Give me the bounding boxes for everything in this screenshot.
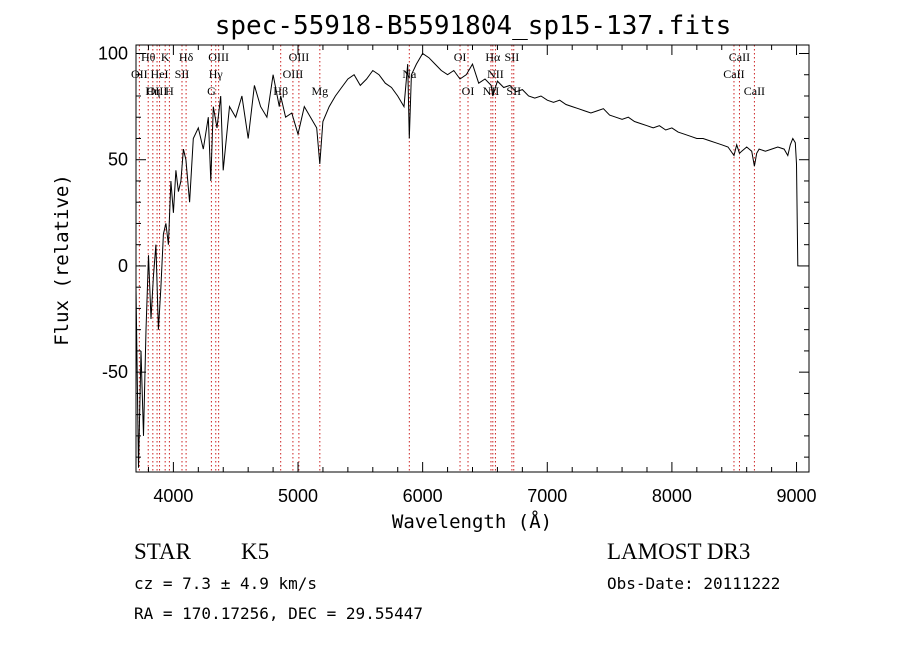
y-tick-label: 0 — [118, 256, 128, 276]
line-id-label: H — [165, 84, 174, 98]
line-id-label: CaII — [723, 67, 744, 81]
y-axis-label: Flux (relative) — [51, 174, 73, 346]
y-tick-label: 100 — [98, 43, 128, 63]
y-axis-ticks: -50 0 50 100 — [98, 43, 809, 458]
line-id-label: OI — [454, 50, 467, 64]
line-id-label: Hγ — [209, 67, 224, 81]
line-id-label: OII — [131, 67, 148, 81]
line-id-label: CaII — [729, 50, 750, 64]
line-id-label: Hα — [485, 50, 501, 64]
y-tick-label: 50 — [108, 150, 128, 170]
line-id-label: Na — [402, 67, 417, 81]
line-id-label: Mg — [311, 84, 328, 98]
y-tick-label: -50 — [102, 362, 128, 382]
redshift-velocity: cz = 7.3 ± 4.9 km/s — [134, 574, 317, 593]
line-id-label: SII — [506, 84, 521, 98]
line-id-markers — [138, 45, 755, 472]
spectrum-line — [135, 52, 799, 468]
line-id-label: OIII — [283, 67, 304, 81]
plot-frame — [135, 44, 810, 473]
x-axis-ticks: 4000 5000 6000 7000 8000 9000 — [147, 45, 817, 506]
x-tick-label: 7000 — [527, 486, 567, 506]
object-class: STAR — [134, 539, 192, 564]
observation-date: Obs-Date: 20111222 — [607, 574, 780, 593]
chart-title: spec-55918-B5591804_sp15-137.fits — [215, 11, 732, 41]
line-id-label: NII — [487, 67, 504, 81]
x-tick-label: 5000 — [278, 486, 318, 506]
line-id-label: HeI — [151, 67, 169, 81]
x-tick-label: 4000 — [153, 486, 193, 506]
line-id-label: Hη — [145, 84, 160, 98]
line-id-label: Hδ — [179, 50, 194, 64]
line-id-label: G — [207, 84, 216, 98]
x-tick-label: 9000 — [777, 486, 817, 506]
survey-name: LAMOST DR3 — [607, 539, 750, 564]
x-tick-label: 6000 — [403, 486, 443, 506]
line-id-label: SII — [175, 67, 190, 81]
line-id-label: Hθ — [141, 50, 156, 64]
line-id-label: SII — [505, 50, 520, 64]
line-id-label: OIII — [289, 50, 310, 64]
x-tick-label: 8000 — [652, 486, 692, 506]
line-id-label: K — [161, 50, 170, 64]
coordinates: RA = 170.17256, DEC = 29.55447 — [134, 604, 423, 623]
line-id-label: OIII — [208, 50, 229, 64]
x-axis-label: Wavelength (Å) — [392, 510, 552, 533]
line-id-label: OIII — [147, 84, 168, 98]
line-id-label: OI — [462, 84, 475, 98]
object-subclass: K5 — [241, 539, 269, 564]
line-id-label: CaII — [744, 84, 765, 98]
